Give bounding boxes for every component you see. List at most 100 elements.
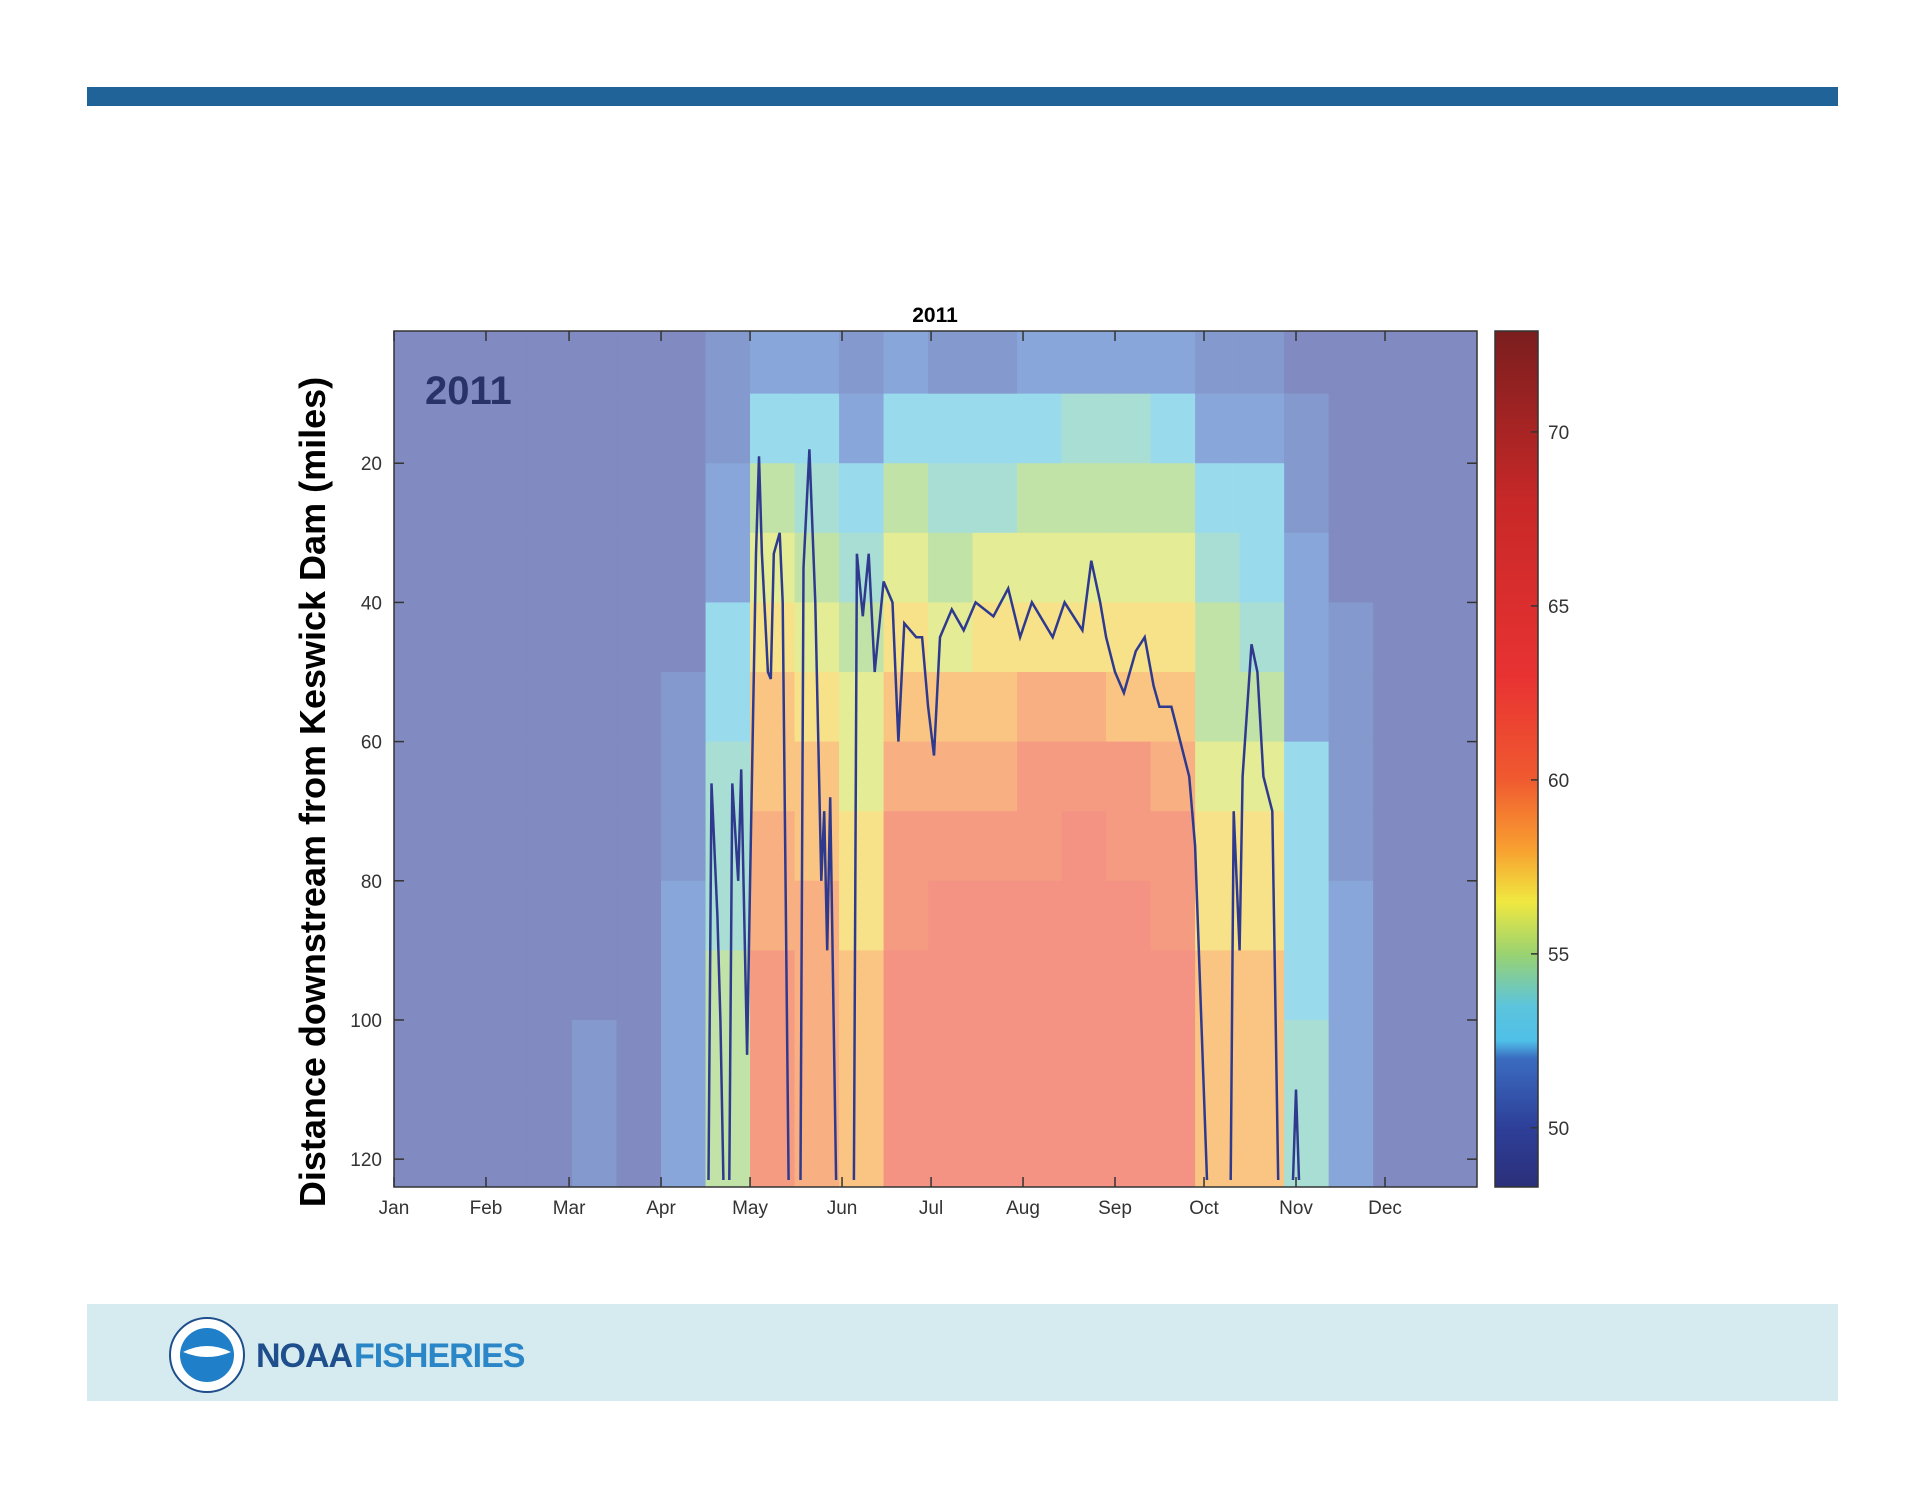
heat-cell (616, 1159, 662, 1188)
heat-cell (438, 880, 484, 951)
heat-cell (1150, 463, 1196, 534)
heat-cell (705, 1089, 751, 1160)
x-tick-label: Aug (1006, 1198, 1040, 1219)
heat-cell (1462, 393, 1478, 464)
heat-cell (972, 950, 1018, 1021)
heat-cell (527, 672, 573, 743)
heat-cell (1106, 1159, 1152, 1188)
heat-cell (616, 1019, 662, 1091)
heat-cell (1150, 1159, 1196, 1188)
heat-cell (750, 811, 796, 882)
heat-cell (527, 532, 573, 603)
heat-cell (1417, 741, 1463, 812)
heat-cell (661, 1089, 707, 1160)
heat-cell (394, 672, 440, 743)
x-tick-label: Jul (919, 1198, 943, 1219)
heat-cell (1195, 532, 1241, 603)
heat-cell (1017, 950, 1063, 1021)
heat-cell (1284, 463, 1330, 534)
heat-cell (928, 331, 974, 395)
heat-cell (839, 1159, 885, 1188)
heat-cell (394, 331, 440, 395)
heat-cell (1328, 880, 1374, 951)
heat-cell (1017, 1019, 1063, 1091)
heat-cell (1373, 331, 1419, 395)
heat-cell (527, 331, 573, 395)
heat-cell (972, 532, 1018, 603)
heat-cell (1061, 1159, 1107, 1188)
x-tick-label: Dec (1368, 1198, 1402, 1219)
y-tick-label: 40 (361, 593, 382, 614)
heat-cell (483, 393, 529, 464)
heat-cell (972, 741, 1018, 812)
heat-cell (1195, 463, 1241, 534)
heat-cell (1195, 1089, 1241, 1160)
heat-cell (394, 532, 440, 603)
heat-cell (750, 672, 796, 743)
heat-cell (1284, 811, 1330, 882)
heat-cell (972, 331, 1018, 395)
heat-cell (483, 1159, 529, 1188)
heat-cell (1284, 393, 1330, 464)
heat-cell (1017, 1089, 1063, 1160)
heat-cell (1061, 331, 1107, 395)
heat-cell (705, 331, 751, 395)
heat-cell (1017, 811, 1063, 882)
heat-cell (972, 393, 1018, 464)
heat-cell (1462, 672, 1478, 743)
heat-cell (1462, 532, 1478, 603)
heat-cell (1328, 463, 1374, 534)
heat-cell (1373, 602, 1419, 673)
heat-cell (1417, 950, 1463, 1021)
heat-cell (1195, 1159, 1241, 1188)
x-tick-label: Apr (646, 1198, 676, 1219)
heat-cell (394, 393, 440, 464)
heat-cell (839, 393, 885, 464)
heat-cell (883, 811, 929, 882)
heat-cell (1106, 1019, 1152, 1091)
heat-cell (972, 811, 1018, 882)
heat-cell (1373, 1019, 1419, 1091)
heat-cell (394, 811, 440, 882)
heat-cell (438, 1089, 484, 1160)
heat-cell (394, 1159, 440, 1188)
heat-cell (1106, 331, 1152, 395)
heat-cell (1328, 1159, 1374, 1188)
heat-cell (839, 741, 885, 812)
heat-cell (1150, 1019, 1196, 1091)
heat-cell (483, 532, 529, 603)
heat-cell (661, 811, 707, 882)
heat-cell (438, 950, 484, 1021)
heat-cell (883, 1089, 929, 1160)
y-tick-label: 120 (350, 1150, 382, 1171)
heat-cell (1106, 463, 1152, 534)
heat-cell (883, 532, 929, 603)
heat-cell (1417, 393, 1463, 464)
heat-cell (1462, 811, 1478, 882)
heat-cell (1150, 880, 1196, 951)
heat-cell (661, 532, 707, 603)
heat-cell (572, 950, 618, 1021)
heat-cell (661, 393, 707, 464)
heat-cell (1239, 1019, 1285, 1091)
heat-cell (705, 463, 751, 534)
heat-cell (527, 950, 573, 1021)
heat-cell (1150, 1089, 1196, 1160)
heat-cell (1106, 741, 1152, 812)
heat-cell (1017, 463, 1063, 534)
heat-cell (661, 741, 707, 812)
heat-cell (572, 1019, 618, 1091)
x-tick-label: Jun (827, 1198, 858, 1219)
heat-cell (483, 1019, 529, 1091)
heat-cell (1061, 1019, 1107, 1091)
heat-cell (661, 950, 707, 1021)
heat-cell (1462, 463, 1478, 534)
contour-line (707, 449, 1301, 1181)
heat-cell (1195, 672, 1241, 743)
heat-cell (1150, 811, 1196, 882)
heat-cell (1462, 331, 1478, 395)
heat-cell (705, 672, 751, 743)
heat-cell (1284, 950, 1330, 1021)
heat-cell (527, 1089, 573, 1160)
heat-cell (1284, 532, 1330, 603)
